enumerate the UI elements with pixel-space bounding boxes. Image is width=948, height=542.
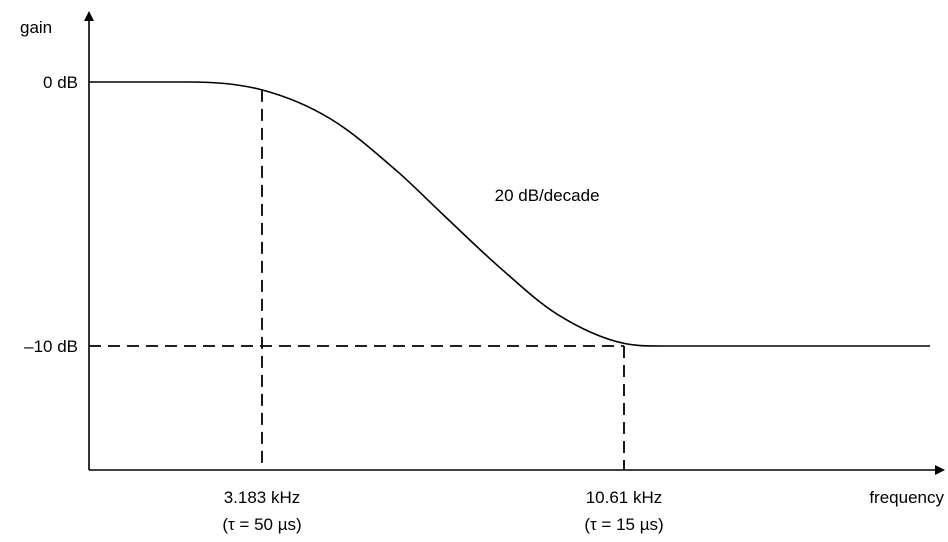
y-tick-label-0db: 0 dB (43, 73, 78, 92)
x-marker-sublabel-tau50: (τ = 50 µs) (222, 515, 301, 534)
y-axis-label: gain (20, 18, 52, 37)
y-tick-label-minus10db: –10 dB (24, 337, 78, 356)
gain-response-line (89, 81, 930, 347)
x-axis-label: frequency (869, 488, 944, 507)
x-marker-label-3183khz: 3.183 kHz (224, 488, 301, 507)
x-marker-label-1061khz: 10.61 kHz (586, 488, 663, 507)
x-marker-sublabel-tau15: (τ = 15 µs) (584, 515, 663, 534)
slope-annotation: 20 dB/decade (495, 186, 600, 205)
